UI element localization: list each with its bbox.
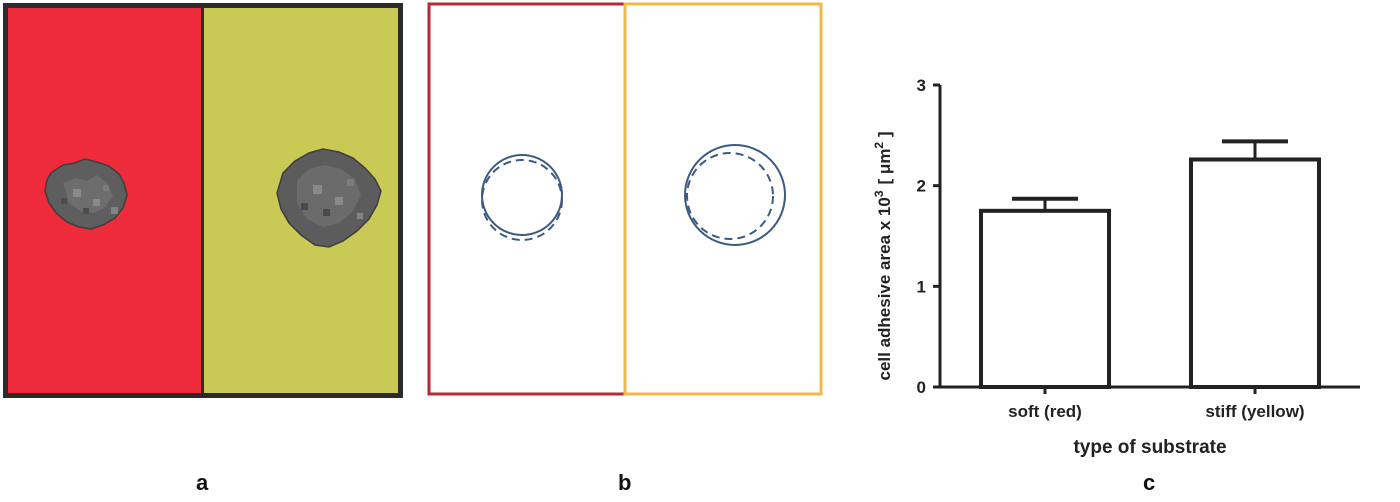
adhesive-area-bar-chart: 0 1 2 3 soft (red) stiff (yellow) cell adhesi…	[860, 30, 1390, 470]
panel-letter-c: c	[1143, 470, 1156, 495]
stiff-cell-contact-circle	[684, 144, 786, 246]
chart-error-bars	[1012, 139, 1288, 211]
panel-letter-b: b	[618, 470, 632, 495]
chart-svg: 0 1 2 3 soft (red) stiff (yellow) cell adhesi…	[872, 76, 1360, 458]
soft-cell-reference-circle	[481, 159, 563, 241]
bar	[979, 208, 1111, 389]
substrate-render-svg	[3, 3, 403, 398]
x-tick-label: stiff (yellow)	[1205, 402, 1304, 421]
soft-substrate-outline	[427, 2, 627, 396]
rendered-substrates-image	[3, 3, 403, 398]
chart-labels: 0 1 2 3 soft (red) stiff (yellow)	[917, 76, 1305, 421]
chart-bars	[979, 157, 1321, 389]
schematic-svg	[427, 2, 823, 396]
stiff-cell-reference-circle	[686, 152, 774, 240]
bar	[1189, 157, 1321, 389]
x-tick-label: soft (red)	[1008, 402, 1082, 421]
y-tick-label: 2	[917, 177, 926, 196]
y-axis-label: cell adhesive area x 103[ μm2 ]	[872, 131, 894, 380]
schematic-outline-panel	[425, 0, 827, 398]
x-axis-label: type of substrate	[1073, 437, 1226, 458]
soft-cell-contact-circle	[481, 154, 563, 236]
y-tick-label: 1	[917, 277, 926, 296]
cell-on-stiff-substrate	[276, 148, 382, 248]
stiff-substrate-outline	[623, 2, 823, 396]
panel-letter-a: a	[196, 470, 209, 495]
y-tick-label: 0	[917, 378, 926, 397]
y-tick-label: 3	[917, 76, 926, 95]
cell-on-soft-substrate	[44, 158, 128, 230]
